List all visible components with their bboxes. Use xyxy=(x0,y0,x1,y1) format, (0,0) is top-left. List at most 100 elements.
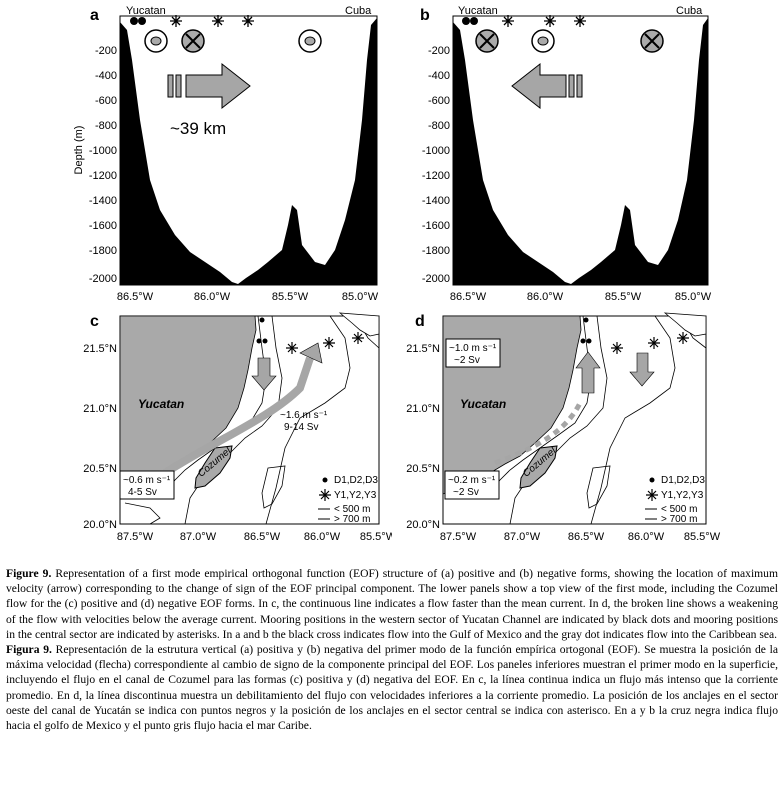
svg-text:-1000: -1000 xyxy=(422,145,450,157)
panel-b-section: b Yucatan Cuba 86.5°W 86.0°W 85.5°W 85.0… xyxy=(420,5,712,303)
svg-text:~0.6 m s⁻¹: ~0.6 m s⁻¹ xyxy=(123,475,171,486)
svg-text:86.0°W: 86.0°W xyxy=(628,531,665,543)
panel-a-tag: a xyxy=(90,7,99,24)
gray-dot-icon xyxy=(144,29,168,53)
svg-text:-1800: -1800 xyxy=(89,245,117,257)
svg-text:86.5°W: 86.5°W xyxy=(568,531,605,543)
svg-text:-1200: -1200 xyxy=(422,170,450,182)
svg-text:-2000: -2000 xyxy=(422,273,450,285)
panel-b-tag: b xyxy=(420,7,430,24)
svg-text:20.0°N: 20.0°N xyxy=(83,519,117,531)
panel-d-map: d Yucatan Cozumel ~1.0 m s⁻¹ ~2 Sv ~0.2 … xyxy=(406,312,721,543)
svg-text:86.0°W: 86.0°W xyxy=(527,291,564,303)
gray-dot-icon xyxy=(531,29,555,53)
svg-text:86.5°W: 86.5°W xyxy=(450,291,487,303)
asterisk-icon xyxy=(286,332,364,354)
svg-text:~2 Sv: ~2 Sv xyxy=(453,487,479,498)
svg-text:85.5°W: 85.5°W xyxy=(272,291,309,303)
svg-text:85.0°W: 85.0°W xyxy=(342,291,379,303)
svg-text:20.5°N: 20.5°N xyxy=(406,463,440,475)
svg-text:-800: -800 xyxy=(428,120,450,132)
arrow-right-icon xyxy=(167,62,251,110)
cuba-label: Cuba xyxy=(345,5,372,17)
cross-icon xyxy=(475,29,499,53)
svg-text:21.0°N: 21.0°N xyxy=(83,403,117,415)
svg-text:~1.0 m s⁻¹: ~1.0 m s⁻¹ xyxy=(449,343,497,354)
svg-text:21.0°N: 21.0°N xyxy=(406,403,440,415)
panel-a-section: a Yucatan Cuba ~39 km Depth (m) -200 -40… xyxy=(73,5,379,303)
cuba-label: Cuba xyxy=(676,5,703,17)
svg-text:86.5°W: 86.5°W xyxy=(244,531,281,543)
panel-c-map: c Yucatan Cozumel ~1.6 m s⁻¹ 9-14 Sv ~0.… xyxy=(83,312,392,543)
svg-text:20.0°N: 20.0°N xyxy=(406,519,440,531)
fast-flow-arrow xyxy=(162,356,314,477)
svg-text:-200: -200 xyxy=(428,45,450,57)
svg-text:9-14 Sv: 9-14 Sv xyxy=(284,422,318,433)
svg-text:85.5°W: 85.5°W xyxy=(360,531,392,543)
panel-c-tag: c xyxy=(90,313,99,330)
svg-text:20.5°N: 20.5°N xyxy=(83,463,117,475)
svg-text:87.5°W: 87.5°W xyxy=(440,531,477,543)
asterisk-icon xyxy=(611,332,689,354)
svg-text:-400: -400 xyxy=(428,70,450,82)
svg-text:-1800: -1800 xyxy=(422,245,450,257)
svg-text:-400: -400 xyxy=(95,70,117,82)
svg-text:-1400: -1400 xyxy=(422,195,450,207)
cozumel-island xyxy=(194,445,233,489)
asterisk-icon xyxy=(170,15,254,27)
svg-text:-200: -200 xyxy=(95,45,117,57)
arrow-left-icon xyxy=(511,62,583,110)
svg-text:~1.6 m s⁻¹: ~1.6 m s⁻¹ xyxy=(280,410,328,421)
panel-d-tag: d xyxy=(415,313,425,330)
flow-arrow-up xyxy=(575,351,601,394)
svg-text:87.0°W: 87.0°W xyxy=(180,531,217,543)
svg-text:> 700 m: > 700 m xyxy=(334,514,370,525)
caption-spanish: Figura 9. Representación de la estrutura… xyxy=(6,643,778,733)
svg-text:-1600: -1600 xyxy=(89,220,117,232)
svg-text:~0.2 m s⁻¹: ~0.2 m s⁻¹ xyxy=(448,475,496,486)
svg-text:-1600: -1600 xyxy=(422,220,450,232)
svg-text:86.0°W: 86.0°W xyxy=(194,291,231,303)
weak-flow-dashed xyxy=(494,401,583,466)
caption-english: Figure 9. Representation of a first mode… xyxy=(6,567,778,641)
figure-caption: Figure 9. Representation of a first mode… xyxy=(6,566,778,733)
cozumel-island xyxy=(519,445,558,489)
svg-text:-2000: -2000 xyxy=(89,273,117,285)
bathymetry-a xyxy=(120,18,377,285)
svg-text:> 700 m: > 700 m xyxy=(661,514,697,525)
yucatan-label: Yucatan xyxy=(126,5,166,17)
flow-arrow-down xyxy=(251,357,277,391)
depth-axis-label: Depth (m) xyxy=(73,126,85,175)
svg-text:Y1,Y2,Y3: Y1,Y2,Y3 xyxy=(661,490,704,501)
svg-text:Y1,Y2,Y3: Y1,Y2,Y3 xyxy=(334,490,377,501)
svg-text:-1200: -1200 xyxy=(89,170,117,182)
svg-text:-600: -600 xyxy=(428,95,450,107)
svg-text:-600: -600 xyxy=(95,95,117,107)
svg-text:86.0°W: 86.0°W xyxy=(304,531,341,543)
svg-text:< 500 m: < 500 m xyxy=(661,504,697,515)
svg-text:-1400: -1400 xyxy=(89,195,117,207)
width-label: ~39 km xyxy=(170,119,226,138)
svg-text:D1,D2,D3: D1,D2,D3 xyxy=(334,475,378,486)
yucatan-map-label: Yucatan xyxy=(138,397,184,411)
svg-text:~2 Sv: ~2 Sv xyxy=(454,355,480,366)
svg-text:85.5°W: 85.5°W xyxy=(605,291,642,303)
svg-text:87.5°W: 87.5°W xyxy=(117,531,154,543)
flow-arrow-down xyxy=(629,352,655,387)
svg-text:4-5 Sv: 4-5 Sv xyxy=(128,487,157,498)
svg-text:85.0°W: 85.0°W xyxy=(675,291,712,303)
gray-dot-icon xyxy=(298,29,322,53)
svg-text:21.5°N: 21.5°N xyxy=(406,343,440,355)
svg-text:-800: -800 xyxy=(95,120,117,132)
cross-icon xyxy=(640,29,664,53)
cross-icon xyxy=(181,29,205,53)
svg-text:87.0°W: 87.0°W xyxy=(504,531,541,543)
svg-text:D1,D2,D3: D1,D2,D3 xyxy=(661,475,705,486)
yucatan-label: Yucatan xyxy=(458,5,498,17)
svg-text:85.5°W: 85.5°W xyxy=(684,531,721,543)
bathymetry-b xyxy=(453,18,708,285)
svg-text:-1000: -1000 xyxy=(89,145,117,157)
svg-text:86.5°W: 86.5°W xyxy=(117,291,154,303)
yucatan-map-label: Yucatan xyxy=(460,397,506,411)
svg-text:< 500 m: < 500 m xyxy=(334,504,370,515)
